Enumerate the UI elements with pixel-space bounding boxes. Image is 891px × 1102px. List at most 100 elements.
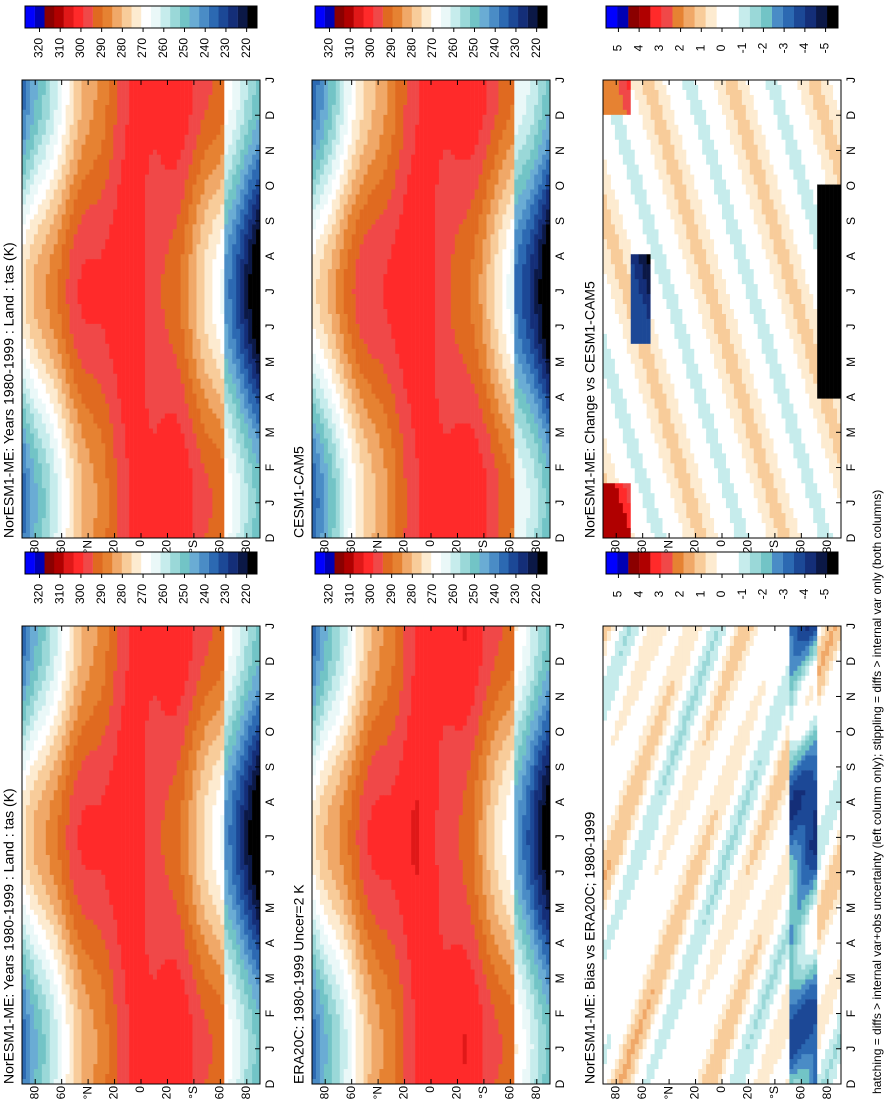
field-cell bbox=[769, 839, 774, 885]
field-cell bbox=[248, 403, 253, 419]
field-cell bbox=[57, 859, 62, 900]
field-cell bbox=[323, 680, 329, 701]
field-cell bbox=[335, 413, 341, 439]
field-cell bbox=[172, 959, 178, 1084]
field-cell bbox=[785, 794, 790, 846]
field-cell bbox=[327, 924, 333, 945]
field-cell bbox=[45, 189, 51, 210]
field-cell bbox=[514, 79, 519, 135]
field-cell bbox=[105, 949, 110, 1025]
field-cell bbox=[753, 819, 759, 836]
field-cell bbox=[773, 453, 778, 489]
field-cell bbox=[25, 229, 31, 260]
colorbar-segment bbox=[63, 552, 74, 574]
x-tick-label: A bbox=[263, 798, 277, 806]
field-cell bbox=[737, 1014, 743, 1025]
field-cell bbox=[160, 418, 166, 538]
field-cell bbox=[339, 725, 345, 751]
field-cell bbox=[312, 755, 317, 776]
field-cell bbox=[355, 844, 360, 900]
field-cell bbox=[698, 313, 703, 374]
field-cell bbox=[710, 814, 715, 836]
field-cell bbox=[129, 625, 134, 1084]
field-cell bbox=[805, 318, 810, 359]
field-cell bbox=[411, 675, 416, 811]
field-cell bbox=[725, 994, 731, 1010]
field-cell bbox=[319, 388, 325, 409]
field-cell bbox=[753, 497, 759, 538]
field-cell bbox=[538, 164, 543, 185]
field-cell bbox=[37, 438, 43, 464]
colorbar-segment bbox=[606, 6, 618, 28]
field-cell bbox=[37, 924, 43, 945]
field-cell bbox=[809, 645, 814, 656]
field-cell bbox=[694, 84, 699, 125]
field-cell bbox=[446, 433, 452, 538]
field-cell bbox=[686, 99, 691, 165]
field-cell bbox=[347, 438, 352, 479]
field-cell bbox=[777, 298, 782, 364]
field-cell bbox=[29, 924, 35, 945]
field-cell bbox=[327, 129, 333, 155]
field-cell bbox=[319, 443, 325, 474]
field-cell bbox=[312, 159, 317, 180]
field-cell bbox=[446, 949, 452, 1084]
field-cell bbox=[22, 472, 27, 534]
field-cell bbox=[101, 989, 106, 1084]
field-cell bbox=[777, 949, 782, 965]
field-cell bbox=[674, 740, 679, 756]
field-cell bbox=[785, 79, 790, 115]
field-cell bbox=[745, 1043, 751, 1050]
field-cell bbox=[510, 79, 515, 105]
field-cell bbox=[530, 700, 535, 721]
field-cell bbox=[57, 1004, 62, 1084]
field-cell bbox=[363, 204, 368, 235]
colorbar-segment bbox=[489, 6, 499, 28]
field-cell bbox=[606, 859, 612, 870]
field-cell bbox=[765, 363, 770, 429]
field-cell bbox=[797, 1068, 802, 1080]
field-cell bbox=[622, 79, 628, 110]
field-cell bbox=[610, 829, 616, 875]
field-cell bbox=[363, 234, 368, 344]
field-cell bbox=[710, 710, 715, 731]
field-cell bbox=[29, 413, 35, 434]
field-cell bbox=[49, 134, 55, 160]
field-cell bbox=[148, 428, 154, 538]
field-cell bbox=[710, 894, 715, 905]
field-cell bbox=[168, 343, 174, 414]
field-cell bbox=[85, 625, 90, 681]
field-cell bbox=[248, 909, 253, 930]
field-cell bbox=[813, 730, 818, 741]
field-cell bbox=[690, 527, 695, 538]
field-cell bbox=[502, 159, 507, 190]
field-cell bbox=[522, 944, 527, 965]
colorbar-segment bbox=[749, 552, 761, 574]
field-cell bbox=[718, 829, 723, 851]
field-cell bbox=[785, 959, 790, 985]
field-cell bbox=[610, 745, 616, 816]
field-cell bbox=[73, 383, 78, 409]
field-cell bbox=[658, 814, 663, 851]
field-cell bbox=[343, 914, 349, 940]
field-cell bbox=[805, 1053, 810, 1070]
field-cell bbox=[722, 313, 727, 359]
field-cell bbox=[232, 79, 237, 130]
field-cell bbox=[367, 700, 372, 731]
field-cell bbox=[148, 154, 154, 429]
colorbar-segment bbox=[315, 552, 325, 574]
field-cell bbox=[642, 129, 647, 190]
field-cell bbox=[494, 944, 499, 975]
field-cell bbox=[833, 650, 838, 661]
field-cell bbox=[172, 413, 178, 538]
field-cell bbox=[654, 368, 659, 409]
field-cell bbox=[706, 934, 711, 965]
field-cell bbox=[741, 283, 747, 349]
colorbar-segment bbox=[716, 552, 728, 574]
field-cell bbox=[498, 413, 503, 444]
field-cell bbox=[678, 730, 683, 746]
field-cell bbox=[224, 179, 229, 200]
field-cell bbox=[25, 660, 31, 686]
field-cell bbox=[33, 99, 39, 135]
field-cell bbox=[793, 625, 798, 656]
